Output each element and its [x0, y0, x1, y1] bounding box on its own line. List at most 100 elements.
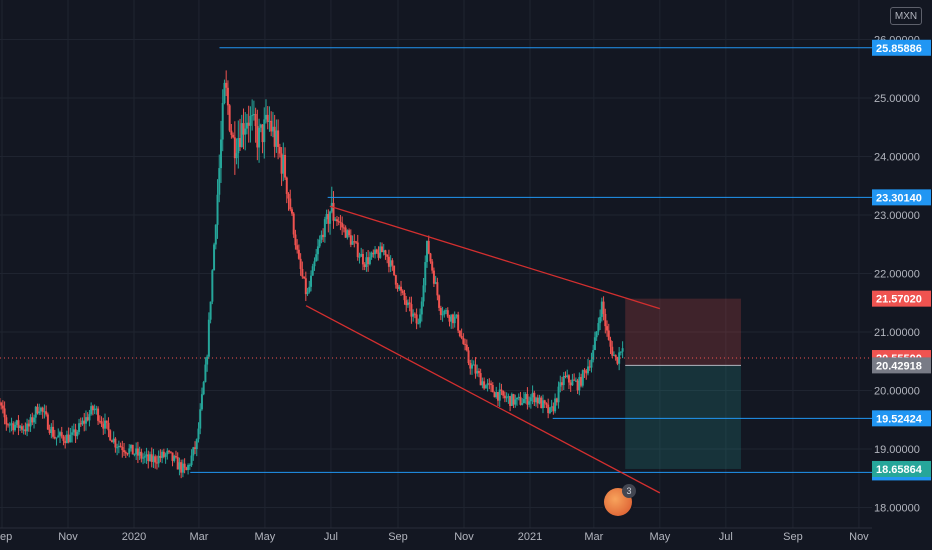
candle-body	[457, 314, 460, 331]
candle-body	[45, 411, 48, 415]
price-tick-label: 19.00000	[874, 444, 920, 456]
candle-body	[133, 454, 136, 456]
candle-body	[100, 421, 103, 424]
candle-body	[88, 414, 91, 421]
candle-body	[353, 241, 356, 243]
candle-body	[311, 266, 314, 276]
candle-body	[481, 381, 484, 386]
candle-body	[109, 430, 112, 441]
price-tick-label: 23.00000	[874, 210, 920, 222]
candle-body	[367, 257, 370, 265]
candle-body	[275, 130, 278, 147]
price-tick-label: 21.00000	[874, 327, 920, 339]
horizontal-levels[interactable]	[0, 47, 872, 473]
candle-body	[604, 313, 607, 327]
price-tick-label: 22.00000	[874, 269, 920, 281]
candle-body	[242, 123, 245, 135]
candle-body	[107, 422, 110, 431]
candle-body	[225, 82, 228, 88]
candle-body	[55, 437, 58, 439]
candle-body	[600, 301, 603, 317]
candle-body	[162, 451, 165, 457]
candle-body	[526, 394, 529, 405]
candle-body	[147, 454, 150, 462]
candle-body	[431, 261, 434, 271]
candle-body	[277, 130, 280, 147]
trend-line[interactable]	[329, 205, 661, 310]
candle-body	[159, 455, 162, 458]
candle-body	[226, 87, 229, 106]
candle-body	[157, 455, 160, 464]
candle-body	[216, 194, 219, 225]
candle-body	[13, 424, 16, 431]
candle-body	[386, 254, 389, 257]
candle-body	[512, 394, 515, 405]
candle-body	[408, 302, 411, 305]
candle-body	[244, 128, 247, 135]
candle-body	[510, 394, 513, 406]
candle-body	[344, 227, 347, 238]
candle-body	[232, 134, 235, 138]
price-tag	[872, 290, 931, 307]
candle-body	[123, 450, 126, 453]
candle-body	[140, 451, 143, 459]
candle-body	[240, 123, 243, 148]
candle-body	[149, 454, 152, 462]
candle-body	[135, 448, 138, 455]
candle-body	[320, 234, 323, 240]
candle-body	[341, 222, 344, 228]
candle-body	[131, 444, 134, 455]
candle-body	[199, 409, 202, 429]
candle-body	[375, 249, 378, 253]
candle-body	[5, 417, 8, 425]
candle-body	[247, 122, 250, 126]
candle-body	[524, 394, 527, 400]
candle-body	[194, 447, 197, 450]
symbol-label[interactable]: MXN	[890, 7, 922, 25]
candle-body	[221, 103, 224, 140]
candle-body	[621, 348, 624, 352]
candle-body	[559, 382, 562, 387]
trend-line[interactable]	[305, 305, 661, 494]
trend-channel[interactable]	[305, 205, 661, 494]
candle-body	[355, 241, 358, 243]
candle-body	[618, 352, 621, 364]
candle-body	[315, 254, 318, 262]
candle-body	[614, 354, 617, 358]
candle-body	[29, 417, 32, 427]
candle-body	[36, 406, 39, 414]
candle-body	[396, 284, 399, 289]
candle-body	[110, 440, 113, 443]
candle-body	[258, 127, 261, 148]
candle-body	[393, 265, 396, 276]
candle-body	[580, 377, 583, 386]
time-axis[interactable]: ep Nov 2020 Mar May Jul Sep Nov 2021 Mar May Jul Sep…	[0, 527, 872, 543]
candle-body	[543, 400, 546, 404]
candle-body	[138, 451, 141, 456]
candle-body	[237, 138, 240, 154]
candle-body	[325, 214, 328, 220]
candle-body	[114, 438, 117, 448]
candle-body	[348, 230, 351, 236]
candle-body	[450, 314, 453, 322]
candle-body	[419, 314, 422, 324]
candle-body	[495, 392, 498, 398]
candle-body	[15, 420, 18, 425]
candle-body	[97, 408, 100, 421]
candle-body	[152, 456, 155, 462]
candle-body	[379, 246, 382, 258]
candle-body	[434, 282, 437, 284]
candle-body	[52, 426, 55, 437]
candle-body	[39, 407, 42, 412]
candle-body	[173, 456, 176, 461]
candle-body	[116, 447, 119, 449]
candle-body	[297, 249, 300, 259]
candle-body	[126, 453, 129, 455]
candle-body	[0, 402, 3, 406]
candle-body	[611, 346, 614, 356]
candle-body	[41, 407, 44, 412]
ideas-icon[interactable]: 3	[604, 484, 636, 516]
candle-body	[335, 219, 338, 222]
price-axis[interactable]: 18.00000 19.00000 20.00000 21.00000 22.00000…	[872, 0, 932, 528]
